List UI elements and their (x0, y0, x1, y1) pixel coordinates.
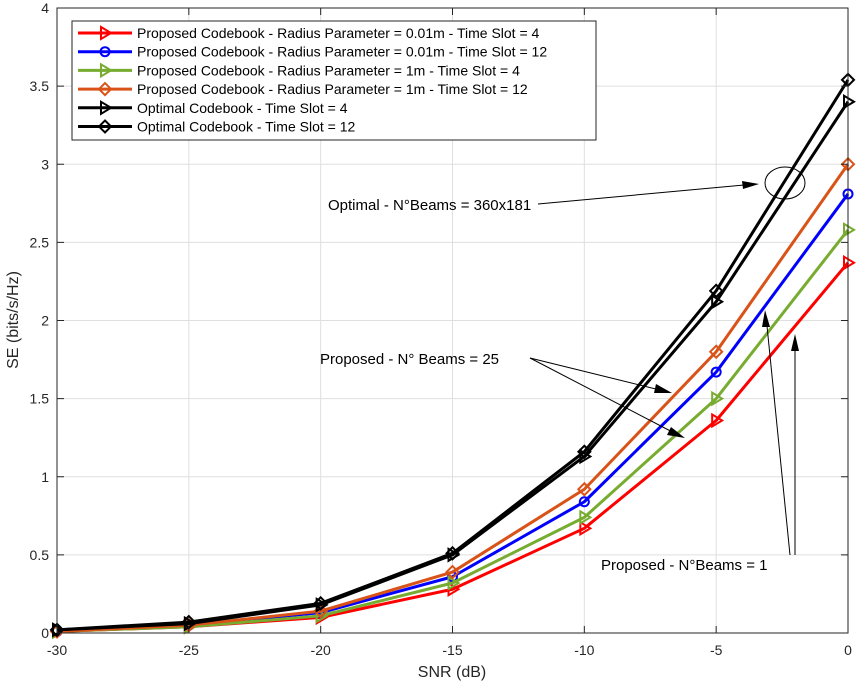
data-point (711, 390, 725, 407)
legend-swatch-marker (100, 25, 113, 41)
legend-item-3: Proposed Codebook - Radius Parameter = 1… (78, 62, 520, 78)
legend-swatch-marker (100, 100, 113, 116)
y-tick-label: 2.5 (30, 234, 50, 250)
data-point (708, 283, 724, 299)
data-point (711, 412, 725, 429)
annotation-proposed-1: Proposed - N°Beams = 1 (601, 557, 768, 574)
data-point (843, 222, 856, 238)
legend-item-5: Optimal Codebook - Time Slot = 4 (78, 100, 348, 116)
series-line (56, 79, 850, 632)
data-point (315, 608, 329, 624)
legend-box (71, 20, 597, 141)
data-point (579, 520, 593, 537)
series-line (56, 163, 850, 633)
proposed1-arrowhead-1 (762, 310, 770, 327)
y-tick-label: 1.5 (30, 391, 50, 407)
data-point (576, 444, 592, 460)
optimal-annotation-arrow (537, 183, 756, 205)
series-6 (49, 72, 856, 638)
proposed25-arrowhead-1 (654, 384, 672, 393)
data-point (49, 622, 65, 638)
proposed1-arrow-1 (765, 315, 791, 556)
x-tick-label: -10 (574, 642, 594, 658)
proposed25-arrowhead-2 (667, 427, 685, 438)
legend-item-2: Proposed Codebook - Radius Parameter = 0… (78, 44, 547, 60)
data-point (711, 293, 725, 310)
legend-swatch-marker (97, 119, 113, 134)
legend-swatch-marker (99, 46, 111, 58)
data-point (843, 93, 856, 110)
data-point (843, 254, 856, 271)
annotations: Optimal - N°Beams = 360x181 Proposed - N… (320, 166, 806, 574)
y-tick-label: 0 (41, 625, 49, 641)
legend-label: Proposed Codebook - Radius Parameter = 0… (137, 25, 540, 41)
optimal-group-ellipse (764, 166, 806, 200)
data-point (579, 509, 593, 526)
x-tick-label: -25 (179, 642, 199, 658)
x-tick-label: 0 (844, 642, 852, 658)
data-point (710, 366, 722, 378)
proposed25-arrow-1 (529, 357, 669, 393)
legend-label: Proposed Codebook - Radius Parameter = 1… (137, 62, 520, 78)
data-point (313, 595, 329, 611)
legend-swatch-marker (100, 62, 113, 79)
legend-label: Proposed Codebook - Radius Parameter = 0… (137, 44, 547, 60)
y-tick-label: 0.5 (30, 547, 50, 563)
y-tick-label: 3.5 (30, 78, 50, 94)
legend-item-4: Proposed Codebook - Radius Parameter = 1… (78, 81, 528, 97)
annotation-optimal: Optimal - N°Beams = 360x181 (328, 197, 531, 214)
proposed25-arrow-2 (529, 357, 683, 438)
legend-items: Proposed Codebook - Radius Parameter = 0… (78, 25, 547, 135)
legend: Proposed Codebook - Radius Parameter = 0… (71, 20, 597, 141)
legend-item-1: Proposed Codebook - Radius Parameter = 0… (78, 25, 540, 41)
x-axis-label: SNR (dB) (418, 664, 486, 681)
data-point (447, 575, 461, 591)
proposed1-arrowhead-2 (791, 334, 799, 351)
y-axis-label: SE (bits/s/Hz) (5, 271, 22, 369)
legend-swatch-marker (97, 81, 113, 97)
data-point (708, 344, 724, 360)
y-tick-label: 1 (41, 469, 49, 485)
x-tick-label: -30 (47, 642, 67, 658)
data-point (445, 564, 460, 580)
axis-ticks: -30 -25 -20 -15 -10 -5 0 0 0.5 1 1.5 2 2.5 3 3.5 4 (30, 0, 853, 658)
data-point (445, 545, 460, 561)
legend-item-6: Optimal Codebook - Time Slot = 12 (78, 119, 355, 135)
series-layer (49, 72, 856, 640)
x-tick-label: -5 (710, 642, 723, 658)
optimal-annotation-arrowhead (742, 181, 759, 189)
y-tick-label: 4 (41, 0, 49, 16)
annotation-proposed-25: Proposed - N° Beams = 25 (320, 351, 499, 368)
y-tick-label: 2 (41, 313, 49, 329)
x-tick-label: -15 (442, 642, 462, 658)
legend-label: Optimal Codebook - Time Slot = 4 (137, 100, 348, 116)
y-tick-label: 3 (41, 156, 49, 172)
legend-label: Optimal Codebook - Time Slot = 12 (137, 119, 355, 135)
x-tick-label: -20 (311, 642, 331, 658)
legend-label: Proposed Codebook - Radius Parameter = 1… (137, 81, 528, 97)
data-point (576, 481, 592, 497)
data-point (578, 496, 590, 508)
